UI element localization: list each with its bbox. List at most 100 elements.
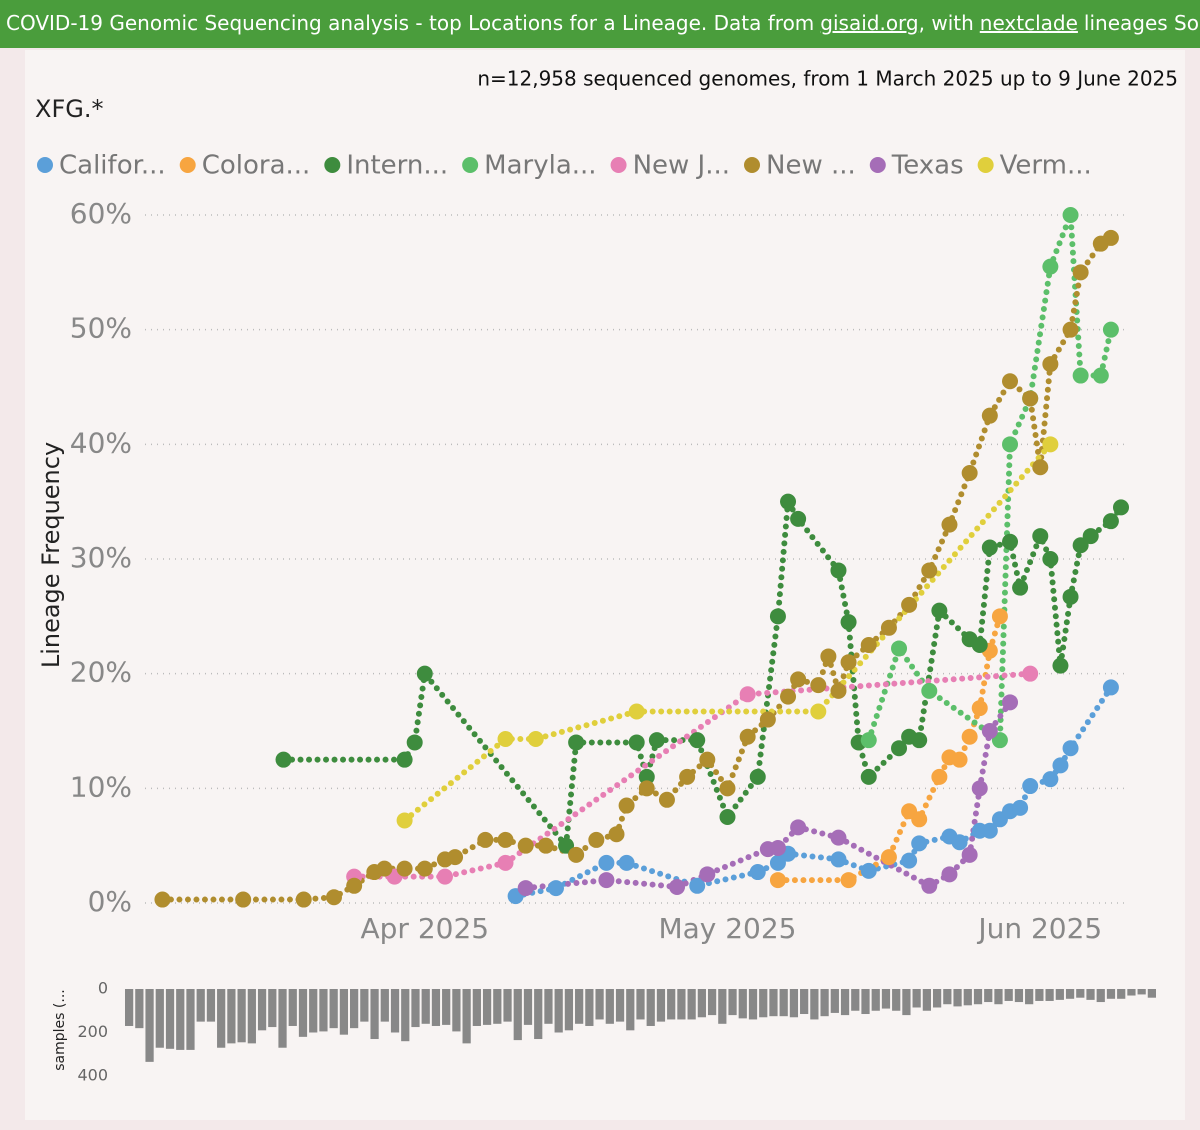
- bar: [1147, 989, 1156, 998]
- data-point: [618, 854, 635, 871]
- bar: [922, 989, 931, 1011]
- data-point: [1032, 528, 1049, 545]
- bar: [626, 989, 635, 1031]
- data-point: [901, 596, 918, 613]
- data-point: [860, 732, 877, 749]
- data-point: [860, 637, 877, 653]
- data-point: [961, 728, 978, 745]
- bar: [707, 989, 717, 1016]
- data-point: [628, 734, 645, 751]
- bar: [1004, 989, 1013, 1001]
- y-tick-label: 40%: [70, 426, 132, 459]
- bar: [554, 989, 563, 1033]
- data-point: [891, 640, 908, 657]
- bar: [605, 989, 614, 1024]
- data-point: [880, 619, 897, 636]
- bar: [963, 989, 972, 1006]
- data-point: [951, 751, 968, 768]
- data-point: [921, 877, 938, 894]
- data-point: [1062, 740, 1079, 757]
- data-point: [396, 860, 413, 877]
- bar: [1127, 989, 1136, 996]
- data-point: [517, 880, 534, 897]
- bar: [278, 989, 287, 1048]
- chart-title: XFG.*: [35, 95, 103, 123]
- data-point: [880, 849, 897, 866]
- bar: [1106, 989, 1116, 999]
- x-tick-label: Apr 2025: [360, 912, 489, 945]
- data-point: [830, 829, 847, 846]
- legend-marker: [462, 157, 479, 173]
- data-point: [608, 826, 625, 843]
- data-point: [699, 751, 716, 768]
- bar: [697, 989, 706, 1018]
- bar: [186, 989, 195, 1050]
- bar: [800, 989, 809, 1015]
- data-point: [860, 768, 877, 785]
- bar: [493, 989, 502, 1024]
- data-point: [568, 734, 585, 751]
- bar: [380, 989, 389, 1022]
- bar: [943, 989, 952, 1005]
- data-point: [931, 602, 948, 619]
- data-point: [588, 831, 605, 848]
- data-point: [1012, 799, 1029, 816]
- data-point: [1022, 778, 1039, 795]
- data-point: [981, 822, 998, 839]
- bar: [810, 989, 819, 1020]
- bar: [1045, 989, 1054, 1001]
- bar: [994, 989, 1003, 1005]
- bar: [360, 989, 369, 1022]
- bar: [728, 989, 737, 1016]
- bar: [779, 989, 788, 1017]
- data-point: [840, 872, 857, 889]
- bar: [1065, 989, 1075, 999]
- header-link[interactable]: gisaid.org: [820, 11, 919, 35]
- data-point: [497, 731, 514, 748]
- bar: [687, 989, 696, 1020]
- data-point: [1062, 321, 1079, 338]
- bar: [165, 989, 175, 1049]
- data-point: [568, 846, 585, 863]
- series-line: [401, 441, 1054, 824]
- data-point: [1102, 321, 1119, 338]
- y-tick-label: 0%: [88, 885, 132, 918]
- data-point: [991, 608, 1008, 625]
- data-point: [598, 872, 615, 889]
- bar: [912, 989, 921, 1008]
- data-point: [820, 648, 837, 665]
- bar: [748, 989, 758, 1020]
- bar: [830, 989, 839, 1013]
- data-point: [971, 780, 988, 797]
- data-point: [1042, 551, 1059, 567]
- data-point: [769, 839, 786, 856]
- bar: [1025, 989, 1034, 1005]
- data-point: [628, 703, 645, 720]
- data-point: [921, 562, 938, 579]
- data-point: [961, 846, 978, 863]
- y-tick-label: 30%: [70, 541, 132, 574]
- data-point: [739, 728, 756, 745]
- data-point: [1002, 373, 1019, 390]
- data-point: [477, 831, 494, 848]
- data-point: [275, 751, 292, 768]
- legend-marker: [869, 157, 886, 173]
- data-point: [517, 837, 534, 854]
- bar: [718, 989, 727, 1024]
- header-link[interactable]: nextclade: [979, 11, 1078, 35]
- bar: [738, 989, 747, 1019]
- data-point: [497, 831, 514, 848]
- data-point: [1102, 513, 1119, 530]
- bar: [442, 989, 451, 1025]
- data-point: [981, 539, 998, 556]
- bar: [431, 989, 441, 1026]
- data-point: [981, 407, 998, 424]
- data-point: [689, 732, 706, 749]
- header-text: , with: [918, 11, 974, 35]
- data-point: [971, 637, 988, 653]
- data-point: [527, 731, 544, 748]
- bar: [217, 989, 226, 1048]
- data-point: [699, 866, 716, 883]
- bar: [615, 989, 625, 1022]
